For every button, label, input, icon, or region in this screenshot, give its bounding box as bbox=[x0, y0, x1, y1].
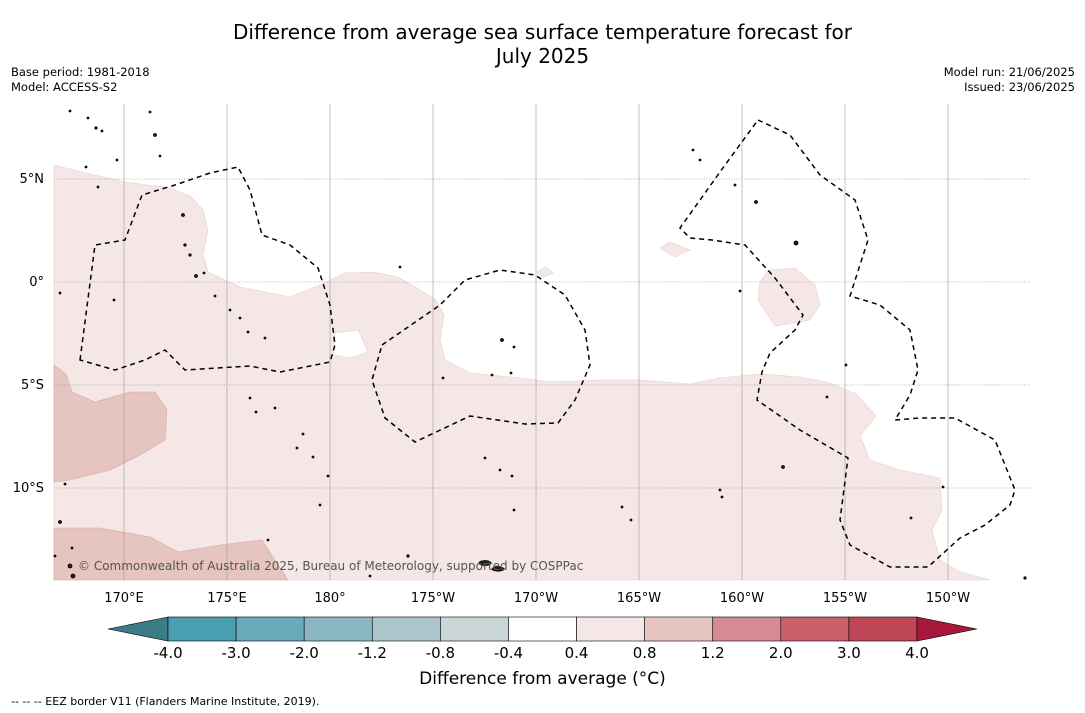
colorbar-tick-label: 3.0 bbox=[837, 644, 861, 662]
lat-label: 5°S bbox=[21, 378, 44, 393]
colorbar-tick-label: -1.2 bbox=[358, 644, 387, 662]
colorbar-segment bbox=[167, 616, 237, 642]
colorbar-segment bbox=[508, 616, 577, 642]
lon-label: 180° bbox=[314, 591, 345, 606]
meta-left: Base period: 1981-2018 Model: ACCESS-S2 bbox=[11, 65, 150, 95]
anomaly-patch-white-1 bbox=[332, 329, 369, 359]
longitude-labels: 170°E 175°E 180° 175°W 170°W 165°W 160°W… bbox=[104, 591, 970, 606]
anomaly-patch-light-2 bbox=[659, 241, 691, 258]
colorbar-segment bbox=[644, 616, 714, 642]
colorbar-extend-low bbox=[107, 616, 169, 642]
colorbar bbox=[107, 616, 978, 642]
colorbar-ticks: -4.0 -3.0 -2.0 -1.2 -0.8 -0.4 0.4 0.8 1.2 2.0 3.0 4… bbox=[153, 644, 929, 662]
eez-border-kiribati-east bbox=[679, 119, 1016, 568]
lon-label: 160°W bbox=[720, 591, 764, 606]
model-run: Model run: 21/06/2025 bbox=[943, 65, 1075, 79]
meridians bbox=[123, 104, 949, 580]
eez-border-tuvalu-west bbox=[79, 166, 336, 373]
anomaly-region-medium-west bbox=[53, 364, 168, 483]
colorbar-segment bbox=[371, 616, 441, 642]
colorbar-segment bbox=[303, 616, 373, 642]
colorbar-tick-label: -3.0 bbox=[221, 644, 250, 662]
copyright-credit: © Commonwealth of Australia 2025, Bureau… bbox=[78, 559, 583, 573]
latitude-labels: 5°N 0° 5°S 10°S bbox=[13, 172, 44, 496]
lon-label: 175°W bbox=[411, 591, 455, 606]
colorbar-segment bbox=[440, 616, 509, 642]
lon-label: 150°W bbox=[926, 591, 970, 606]
title-line-1: Difference from average sea surface temp… bbox=[232, 20, 852, 44]
lon-label: 175°E bbox=[207, 591, 247, 606]
colorbar-segment bbox=[780, 616, 850, 642]
colorbar-tick-label: -0.8 bbox=[426, 644, 455, 662]
colorbar-tick-label: 1.2 bbox=[701, 644, 725, 662]
lon-label: 170°E bbox=[104, 591, 144, 606]
base-period: Base period: 1981-2018 bbox=[11, 65, 150, 79]
title-line-2: July 2025 bbox=[495, 44, 590, 68]
colorbar-segment bbox=[576, 616, 645, 642]
meta-right: Model run: 21/06/2025 Issued: 23/06/2025 bbox=[944, 65, 1075, 95]
eez-borders bbox=[79, 119, 1016, 568]
map-title: Difference from average sea surface temp… bbox=[0, 20, 1085, 68]
colorbar-tick-label: -4.0 bbox=[153, 644, 182, 662]
colorbar-tick-label: -2.0 bbox=[290, 644, 319, 662]
colorbar-tick-label: -0.4 bbox=[494, 644, 523, 662]
anomaly-patch-light-3 bbox=[536, 266, 554, 278]
colorbar-tick-label: 0.8 bbox=[633, 644, 657, 662]
colorbar-tick-label: 4.0 bbox=[905, 644, 929, 662]
lat-label: 5°N bbox=[20, 172, 45, 187]
lat-label: 10°S bbox=[13, 481, 44, 496]
colorbar-segment bbox=[712, 616, 782, 642]
colorbar-segment bbox=[235, 616, 305, 642]
colorbar-segment bbox=[848, 616, 918, 642]
lat-label: 0° bbox=[29, 275, 44, 290]
anomaly-region-medium-south bbox=[53, 527, 289, 581]
anomaly-region-light bbox=[53, 164, 991, 581]
lon-label: 155°W bbox=[823, 591, 867, 606]
anomaly-patch-light-4 bbox=[757, 267, 821, 327]
graticule bbox=[54, 178, 1031, 489]
legend-footer: -- -- -- EEZ border V11 (Flanders Marine… bbox=[11, 695, 320, 708]
colorbar-extend-high bbox=[916, 616, 978, 642]
lon-label: 165°W bbox=[617, 591, 661, 606]
colorbar-tick-label: 0.4 bbox=[565, 644, 589, 662]
eez-border-tokelau bbox=[371, 269, 591, 443]
issued-date: Issued: 23/06/2025 bbox=[964, 80, 1075, 94]
lon-label: 170°W bbox=[514, 591, 558, 606]
colorbar-tick-label: 2.0 bbox=[769, 644, 793, 662]
model-name: Model: ACCESS-S2 bbox=[11, 80, 118, 94]
islands bbox=[53, 109, 1027, 580]
colorbar-axis-title: Difference from average (°C) bbox=[419, 669, 666, 689]
